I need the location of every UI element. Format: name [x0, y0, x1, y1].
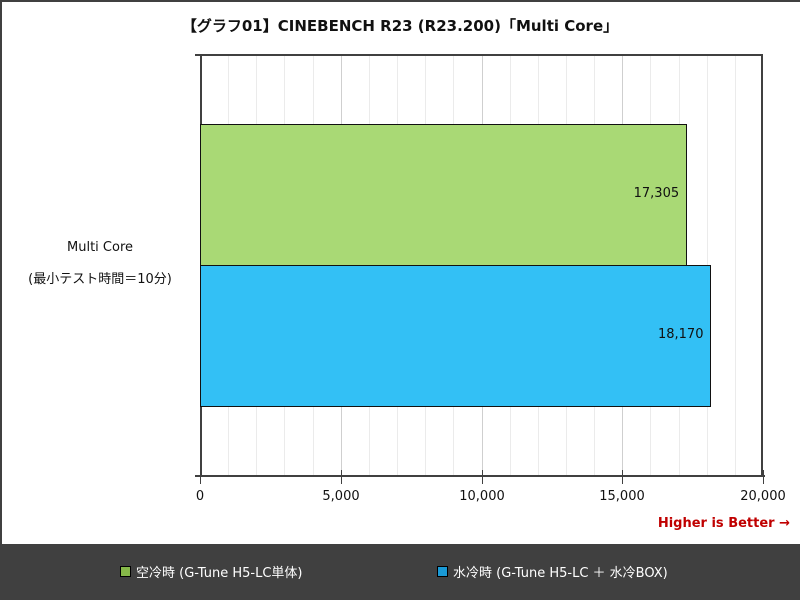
bar-1 [200, 265, 712, 407]
x-tick-label: 20,000 [740, 489, 786, 504]
bar-value-label: 17,305 [633, 186, 680, 201]
x-tick-label: 0 [195, 489, 205, 504]
chart-title: 【グラフ01】CINEBENCH R23 (R23.200)「Multi Cor… [181, 17, 619, 35]
x-tick [200, 470, 201, 484]
higher-is-better-note: Higher is Better → [657, 516, 790, 531]
legend-swatch-blue [437, 566, 448, 577]
x-tick-label: 10,000 [459, 489, 505, 504]
bar-0 [200, 124, 688, 266]
legend-label-water: 水冷時 (G-Tune H5-LC ＋ 水冷BOX) [453, 566, 668, 581]
plot-top-tick [195, 54, 203, 56]
category-label-line2: (最小テスト時間＝10分) [28, 272, 172, 287]
x-tick [341, 470, 342, 484]
x-tick-label: 15,000 [599, 489, 645, 504]
gridline [734, 56, 736, 476]
legend-item-air: 空冷時 (G-Tune H5-LC単体) [120, 562, 302, 581]
legend-label-air: 空冷時 (G-Tune H5-LC単体) [136, 566, 303, 581]
category-label-line1: Multi Core [67, 240, 133, 255]
x-tick [763, 470, 764, 484]
x-tick [622, 470, 623, 484]
x-tick-label: 5,000 [322, 489, 360, 504]
legend: 空冷時 (G-Tune H5-LC単体) 水冷時 (G-Tune H5-LC ＋… [0, 544, 800, 600]
legend-item-water: 水冷時 (G-Tune H5-LC ＋ 水冷BOX) [437, 562, 668, 581]
x-axis [195, 475, 765, 477]
legend-swatch-green [120, 566, 131, 577]
bar-value-label: 18,170 [657, 327, 704, 342]
x-tick [482, 470, 483, 484]
